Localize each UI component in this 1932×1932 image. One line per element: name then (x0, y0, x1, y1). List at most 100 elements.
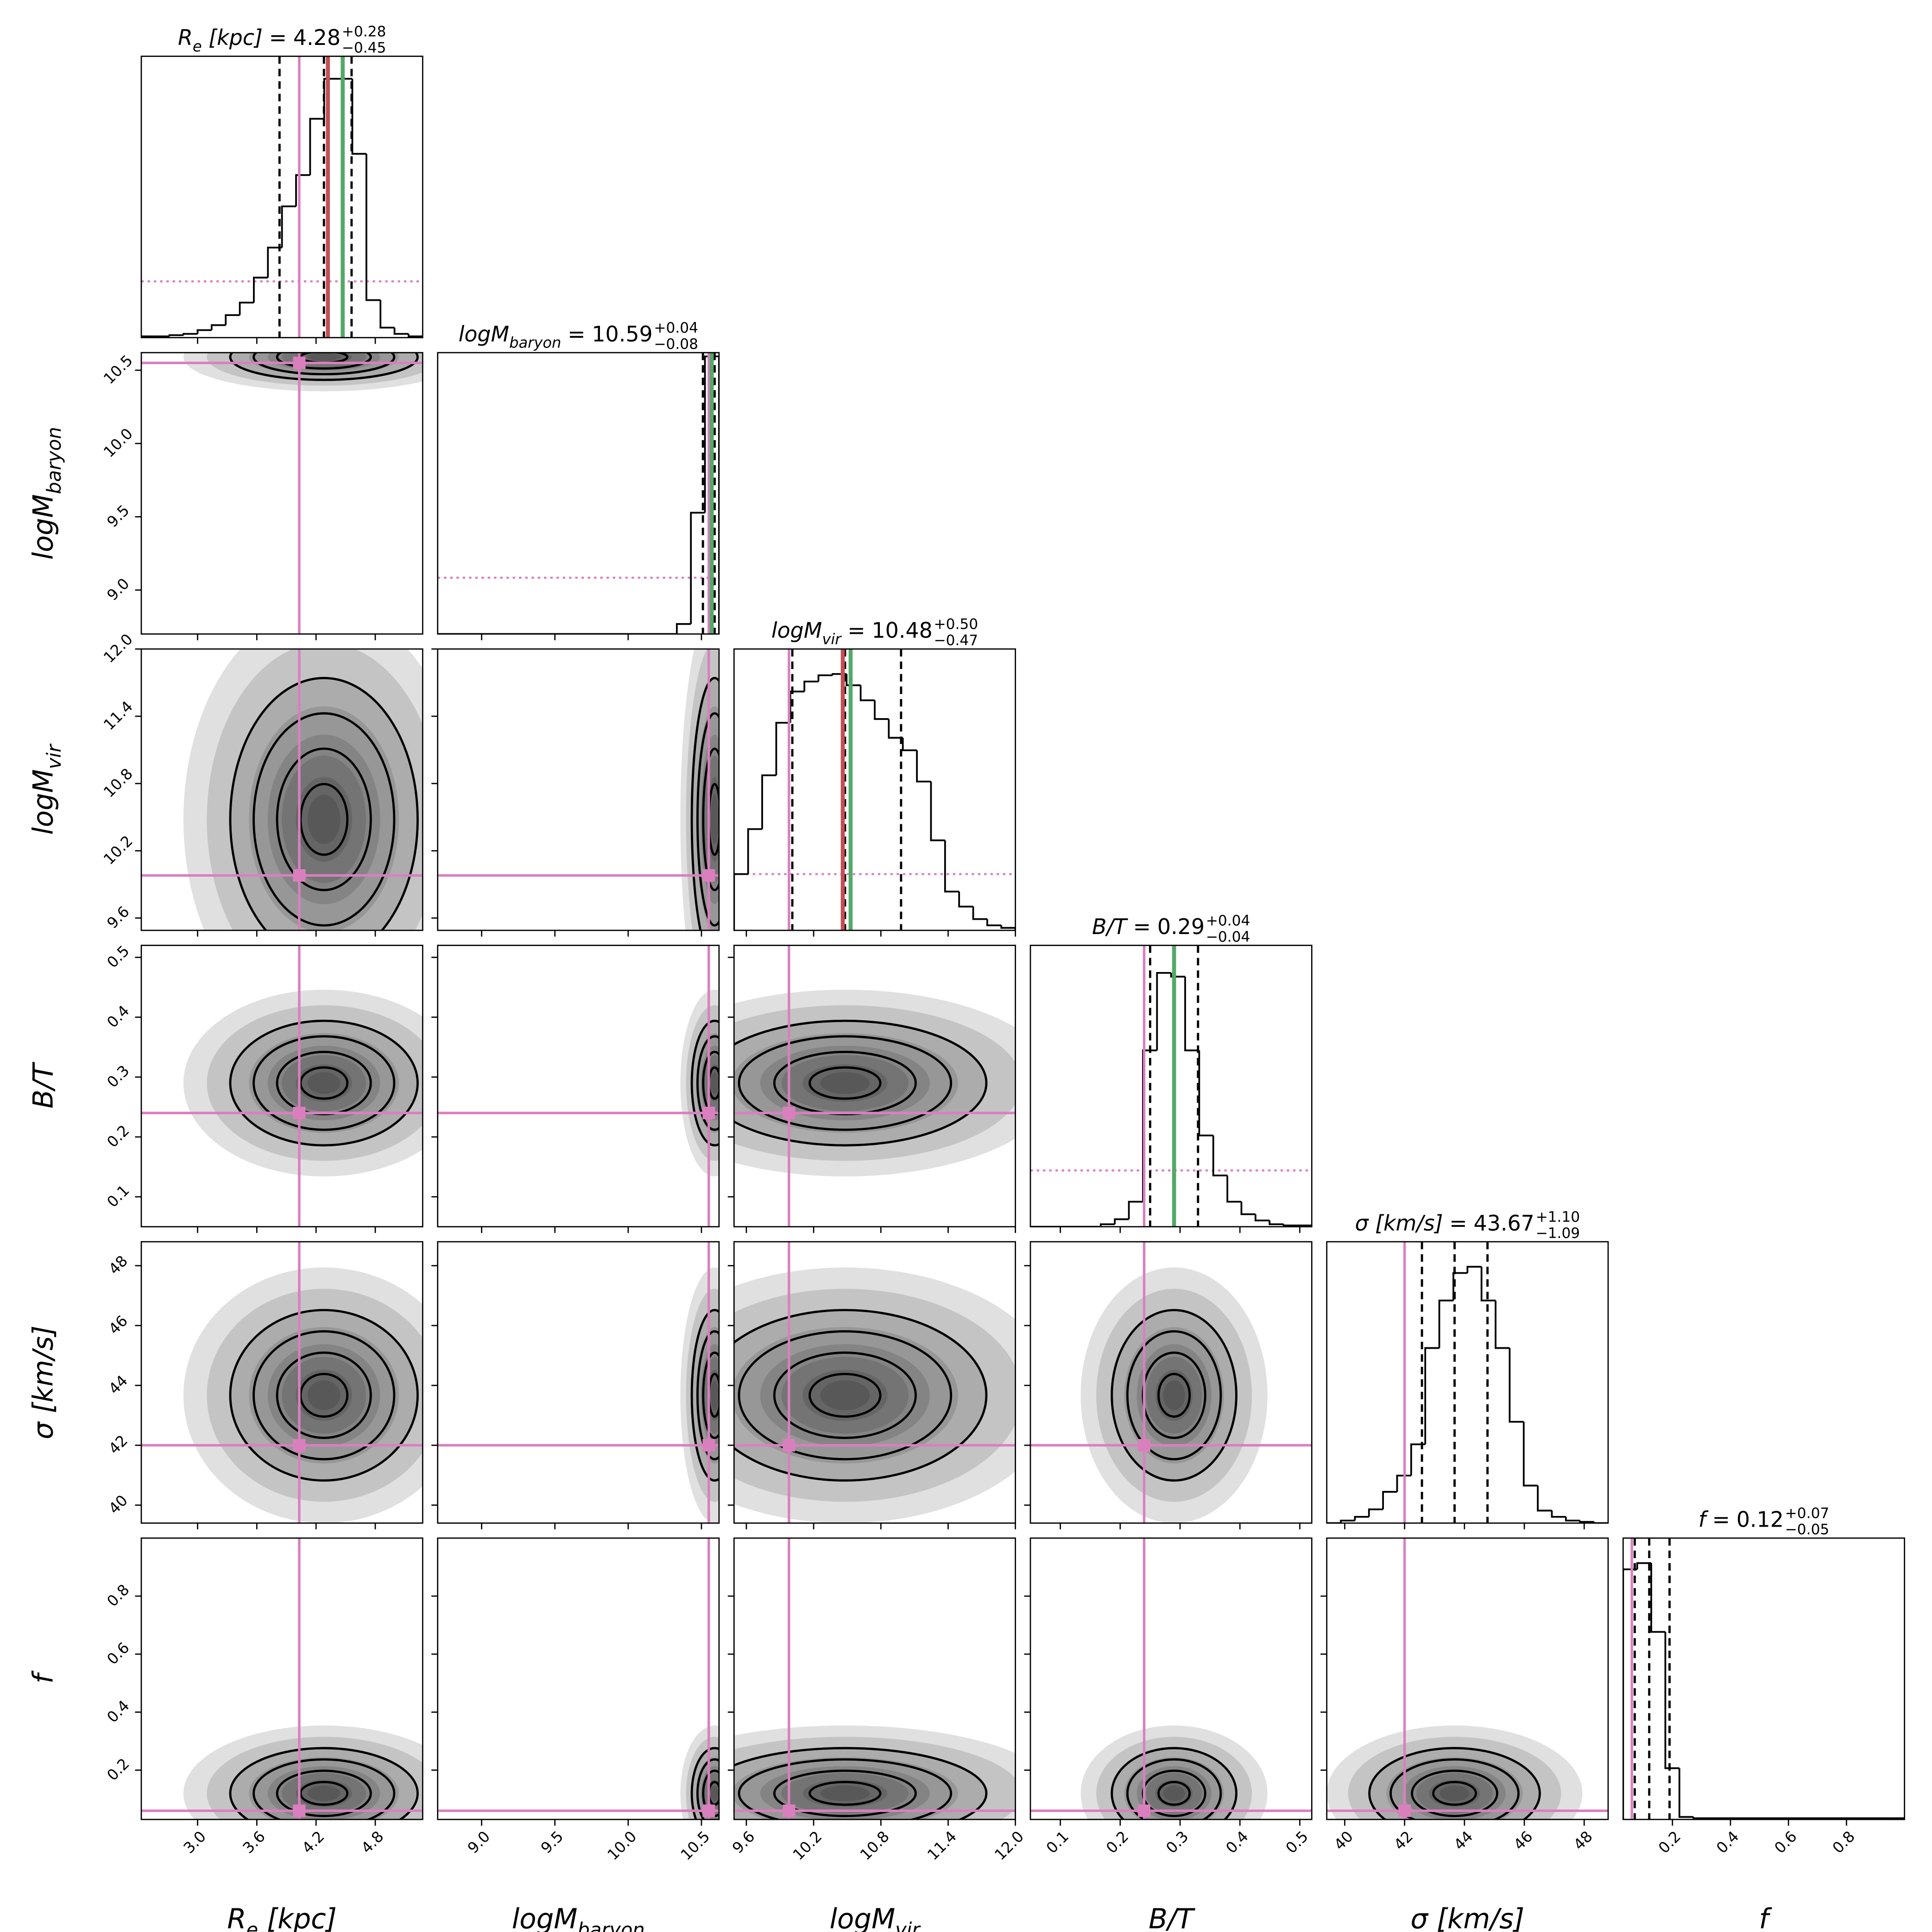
histogram-bin (408, 334, 423, 338)
histogram-bin (789, 690, 805, 723)
density-level (207, 1288, 423, 1502)
contour (229, 677, 419, 931)
density-level (802, 1780, 888, 1807)
histogram-bin (761, 774, 777, 829)
contour (696, 1035, 719, 1131)
density-level (1403, 1766, 1506, 1820)
panel (1030, 945, 1312, 1227)
title-err-plus: +0.04 (654, 320, 698, 336)
title-median: 10.59 (592, 322, 652, 347)
density-level (249, 1327, 399, 1464)
histogram-bin (1128, 1200, 1143, 1219)
contour (229, 1019, 419, 1147)
title-equals: = (847, 618, 865, 643)
title-text: B/T = 0.29 (1092, 914, 1205, 939)
label-part: σ [km/s] (1410, 1903, 1524, 1932)
contour (253, 1035, 396, 1131)
contour (773, 1351, 917, 1439)
title-err-plus: +0.04 (1206, 912, 1250, 929)
histogram-bin (1438, 1300, 1453, 1348)
density-level (307, 795, 341, 844)
histogram-bin (1692, 1817, 1708, 1819)
title-err-minus: −1.09 (1536, 1225, 1580, 1242)
histogram-bin (210, 324, 226, 330)
density-level (230, 1310, 418, 1481)
contour (229, 1747, 419, 1820)
label-part: σ [km/s] (27, 1326, 59, 1440)
density-level (1124, 1757, 1224, 1820)
label-subscript: vir (822, 630, 842, 648)
histogram-bin (690, 511, 705, 624)
label-part: logM (27, 494, 59, 560)
title-err-plus: +0.07 (1785, 1505, 1830, 1522)
histogram-bin (986, 919, 1002, 927)
histogram-bin (365, 153, 381, 301)
truth-marker (783, 1439, 796, 1452)
histogram-bin (1170, 972, 1186, 978)
density-level (1124, 1327, 1224, 1464)
panel-frame (437, 648, 720, 931)
density-level (1386, 1757, 1523, 1820)
panel-frame (733, 945, 1016, 1228)
density-level (781, 1773, 909, 1814)
histogram-bin (253, 277, 268, 303)
panel-frame (140, 56, 423, 339)
density-level (1440, 1785, 1470, 1801)
histogram-bin (141, 335, 156, 338)
label-subscript: e (193, 38, 202, 55)
contour (276, 747, 372, 891)
density-level (781, 1357, 909, 1434)
histogram-bin (1368, 1508, 1383, 1517)
histogram-bin (930, 781, 945, 841)
histogram-bin (1466, 1266, 1482, 1273)
contour (299, 1373, 349, 1418)
histogram-bin (1114, 1218, 1129, 1225)
density-level (282, 1055, 366, 1111)
density-level (1369, 1748, 1540, 1820)
title-equals: = (1712, 1507, 1730, 1532)
density-level (307, 1072, 341, 1094)
density-level (760, 1046, 930, 1121)
x-axis-label: B/T (1149, 1903, 1196, 1932)
density-level (1096, 1288, 1252, 1502)
contour (299, 783, 349, 856)
label-part: B/T (1092, 914, 1128, 939)
contour (253, 1330, 396, 1460)
label-part: [kpc] (202, 25, 263, 50)
histogram-bin (803, 681, 819, 692)
density-level (820, 1785, 870, 1801)
density-level (1155, 1370, 1193, 1421)
histogram-bin (183, 333, 198, 335)
contour (734, 1309, 988, 1482)
histogram-bin (1537, 1485, 1552, 1512)
density-level (820, 1072, 870, 1094)
histogram-bin (1579, 1521, 1594, 1523)
panel (1030, 1538, 1312, 1820)
contour (690, 1747, 719, 1820)
label-subscript: e (246, 1919, 259, 1932)
title-equals: = (1133, 914, 1151, 939)
contour (696, 1330, 719, 1460)
histogram-bin (1240, 1201, 1256, 1215)
panel-frame (733, 1241, 1016, 1524)
title-err-plus: +0.50 (934, 616, 979, 633)
density-level (1155, 1780, 1193, 1807)
density-level (296, 1780, 352, 1807)
contour (808, 1066, 882, 1100)
density-level (802, 1370, 888, 1421)
contour (738, 1330, 953, 1460)
panel-frame (733, 648, 1016, 931)
panel (734, 649, 1016, 931)
label-part: logM (830, 1903, 896, 1932)
title-err-plus: +1.10 (1536, 1209, 1580, 1225)
histogram-bin (817, 674, 833, 682)
histogram-bin (351, 79, 366, 155)
histogram-bin (846, 674, 861, 686)
truth-marker (293, 1106, 306, 1119)
histogram-bin (775, 722, 790, 776)
contour (1389, 1758, 1520, 1820)
title-text: logMbaryon = 10.59 (459, 322, 653, 352)
density-level (307, 353, 341, 361)
title-median: 43.67 (1474, 1211, 1534, 1236)
